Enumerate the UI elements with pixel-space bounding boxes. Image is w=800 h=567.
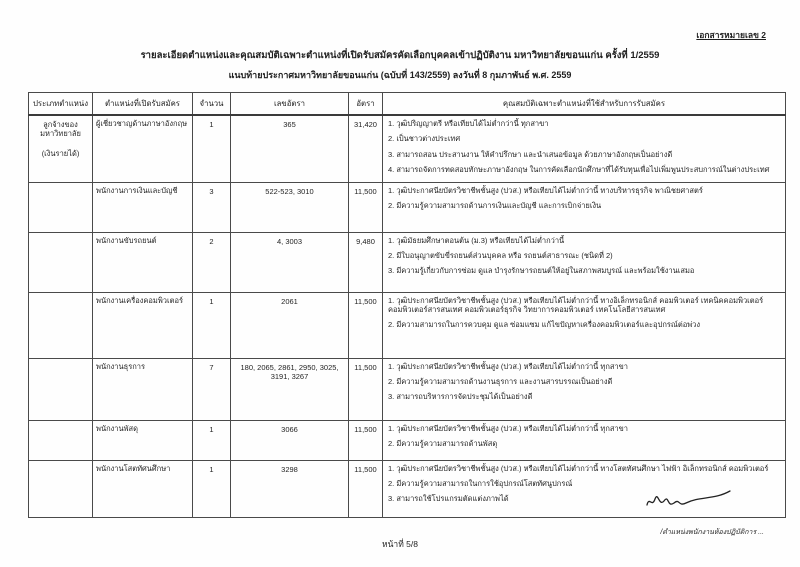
- header-count: จำนวน: [192, 92, 231, 116]
- cell-position-number: 180, 2065, 2861, 2950, 3025, 3191, 3267: [230, 357, 349, 421]
- cell-qualifications: 1. วุฒิมัธยมศึกษาตอนต้น (ม.3) หรือเทียบไ…: [382, 231, 786, 293]
- cell-qualifications: 1. วุฒิประกาศนียบัตรวิชาชีพชั้นสูง (ปวส.…: [382, 291, 786, 359]
- cell-position-number: 3298: [230, 459, 349, 518]
- cell-count: 7: [192, 357, 231, 421]
- header-position-number: เลขอัตรา: [230, 92, 349, 116]
- table-row: พนักงานการเงินและบัญชี 3 522-523, 3010 1…: [28, 181, 786, 233]
- cell-qualifications: 1. วุฒิประกาศนียบัตรวิชาชีพชั้นสูง (ปวส.…: [382, 357, 786, 421]
- cell-position-number: 365: [230, 114, 349, 183]
- table-row: พนักงานขับรถยนต์ 2 4, 3003 9,480 1. วุฒิ…: [28, 231, 786, 293]
- document-number: เอกสารหมายเลข 2: [696, 30, 766, 40]
- cell-rate: 11,500: [348, 181, 383, 233]
- cell-position-type: [28, 357, 93, 421]
- header-rate: อัตรา: [348, 92, 383, 116]
- signature-scribble: [646, 490, 731, 506]
- page-number: หน้าที่ 5/8: [382, 539, 418, 549]
- continuation-note: /ตำแหน่งพนักงานห้องปฏิบัติการ ...: [660, 529, 764, 536]
- positions-table: ประเภทตำแหน่ง ตำแหน่งที่เปิดรับสมัคร จำน…: [28, 92, 786, 518]
- cell-count: 1: [192, 291, 231, 359]
- cell-position-type: ลูกจ้างของมหาวิทยาลัย (เงินรายได้): [28, 114, 93, 183]
- cell-position-type: [28, 181, 93, 233]
- cell-position-name: พนักงานพัสดุ: [92, 419, 193, 461]
- table-row: พนักงานพัสดุ 1 3066 11,500 1. วุฒิประกาศ…: [28, 419, 786, 461]
- cell-position-number: 2061: [230, 291, 349, 359]
- cell-count: 1: [192, 419, 231, 461]
- cell-position-name: พนักงานการเงินและบัญชี: [92, 181, 193, 233]
- cell-count: 1: [192, 459, 231, 518]
- cell-position-type: [28, 231, 93, 293]
- cell-position-number: 3066: [230, 419, 349, 461]
- cell-position-number: 522-523, 3010: [230, 181, 349, 233]
- cell-rate: 11,500: [348, 459, 383, 518]
- cell-count: 3: [192, 181, 231, 233]
- page-subtitle: แนบท้ายประกาศมหาวิทยาลัยขอนแก่น (ฉบับที่…: [228, 70, 572, 80]
- cell-rate: 11,500: [348, 357, 383, 421]
- table-row: ลูกจ้างของมหาวิทยาลัย (เงินรายได้) ผู้เชี…: [28, 114, 786, 183]
- header-qualifications: คุณสมบัติเฉพาะตำแหน่งที่ใช้สำหรับการรับส…: [382, 92, 786, 116]
- cell-position-type: [28, 291, 93, 359]
- table-row: พนักงานโสตทัศนศึกษา 1 3298 11,500 1. วุฒ…: [28, 459, 786, 518]
- cell-position-name: พนักงานธุรการ: [92, 357, 193, 421]
- cell-rate: 31,420: [348, 114, 383, 183]
- cell-count: 1: [192, 114, 231, 183]
- table-row: พนักงานเครื่องคอมพิวเตอร์ 1 2061 11,500 …: [28, 291, 786, 359]
- cell-rate: 11,500: [348, 419, 383, 461]
- cell-qualifications: 1. วุฒิปริญญาตรี หรือเทียบได้ไม่ต่ำกว่าน…: [382, 114, 786, 183]
- title-block: รายละเอียดตำแหน่งและคุณสมบัติเฉพาะตำแหน่…: [0, 48, 800, 82]
- cell-position-number: 4, 3003: [230, 231, 349, 293]
- cell-position-name: พนักงานโสตทัศนศึกษา: [92, 459, 193, 518]
- cell-count: 2: [192, 231, 231, 293]
- cell-position-name: ผู้เชี่ยวชาญด้านภาษาอังกฤษ: [92, 114, 193, 183]
- cell-position-name: พนักงานเครื่องคอมพิวเตอร์: [92, 291, 193, 359]
- table-body: ลูกจ้างของมหาวิทยาลัย (เงินรายได้) ผู้เชี…: [28, 114, 786, 518]
- table-row: พนักงานธุรการ 7 180, 2065, 2861, 2950, 3…: [28, 357, 786, 421]
- cell-rate: 9,480: [348, 231, 383, 293]
- cell-qualifications: 1. วุฒิประกาศนียบัตรวิชาชีพชั้นสูง (ปวส.…: [382, 459, 786, 518]
- cell-position-name: พนักงานขับรถยนต์: [92, 231, 193, 293]
- table-header-row: ประเภทตำแหน่ง ตำแหน่งที่เปิดรับสมัคร จำน…: [28, 92, 786, 116]
- cell-position-type: [28, 419, 93, 461]
- cell-position-type: [28, 459, 93, 518]
- cell-qualifications: 1. วุฒิประกาศนียบัตรวิชาชีพชั้นสูง (ปวส.…: [382, 181, 786, 233]
- cell-qualifications: 1. วุฒิประกาศนียบัตรวิชาชีพชั้นสูง (ปวส.…: [382, 419, 786, 461]
- page-title: รายละเอียดตำแหน่งและคุณสมบัติเฉพาะตำแหน่…: [140, 50, 660, 61]
- header-position-type: ประเภทตำแหน่ง: [28, 92, 93, 116]
- header-position-open: ตำแหน่งที่เปิดรับสมัคร: [92, 92, 193, 116]
- cell-rate: 11,500: [348, 291, 383, 359]
